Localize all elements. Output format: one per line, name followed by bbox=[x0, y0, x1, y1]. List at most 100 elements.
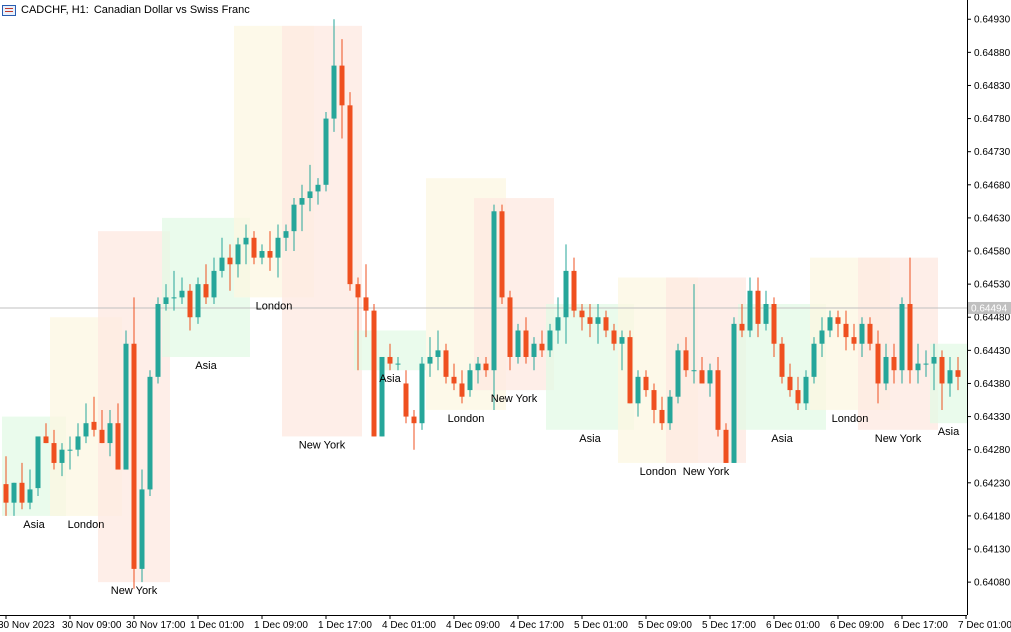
x-tick-label: 4 Dec 09:00 bbox=[446, 620, 500, 631]
candle-body bbox=[755, 290, 761, 324]
y-tick-label: 0.64780 bbox=[974, 114, 1011, 125]
session-boxes bbox=[2, 25, 967, 583]
candle-body bbox=[67, 449, 73, 451]
candle-body bbox=[523, 330, 529, 357]
candle-body bbox=[291, 204, 297, 232]
candle-body bbox=[411, 416, 417, 424]
candle-body bbox=[339, 65, 345, 106]
candle-body bbox=[475, 363, 481, 371]
y-tick-label: 0.64430 bbox=[974, 346, 1011, 357]
price-axis-background bbox=[967, 0, 1011, 632]
candle-body bbox=[83, 423, 89, 437]
candle-body bbox=[395, 363, 401, 365]
candle-body bbox=[51, 443, 57, 463]
candle-body bbox=[883, 356, 889, 384]
session-label: Asia bbox=[195, 360, 217, 372]
chart-description: Canadian Dollar vs Swiss Franc bbox=[93, 4, 250, 16]
candle-body bbox=[243, 237, 249, 245]
candle-body bbox=[123, 343, 129, 470]
x-tick-label: 4 Dec 01:00 bbox=[382, 620, 436, 631]
candle-body bbox=[483, 363, 489, 371]
candle-body bbox=[131, 343, 137, 569]
candle-body bbox=[923, 363, 929, 365]
y-tick-label: 0.64480 bbox=[974, 313, 1011, 324]
candle-body bbox=[347, 105, 353, 285]
candle-body bbox=[75, 436, 81, 450]
candle-body bbox=[259, 251, 265, 258]
candle-body bbox=[939, 356, 945, 384]
chart-symbol: CADCHF, H1: bbox=[21, 4, 89, 16]
candle-body bbox=[787, 376, 793, 391]
candle-body bbox=[803, 376, 809, 404]
candle-body bbox=[379, 356, 385, 437]
session-label: Asia bbox=[771, 433, 793, 445]
x-tick-label: 5 Dec 01:00 bbox=[574, 620, 628, 631]
current-price-label: 0.64494 bbox=[971, 303, 1008, 314]
candle-body bbox=[403, 383, 409, 417]
x-tick-label: 1 Dec 09:00 bbox=[254, 620, 308, 631]
chart-title: CADCHF, H1: Canadian Dollar vs Swiss Fra… bbox=[2, 2, 252, 18]
session-label: London bbox=[68, 519, 105, 531]
current-price-tag bbox=[968, 301, 1011, 314]
candle-body bbox=[763, 304, 769, 324]
session-label: New York bbox=[875, 433, 922, 445]
candle-body bbox=[171, 297, 177, 299]
x-tick-label: 5 Dec 17:00 bbox=[702, 620, 756, 631]
candle-body bbox=[691, 370, 697, 372]
y-tick-label: 0.64930 bbox=[974, 15, 1011, 26]
candle-body bbox=[499, 211, 505, 298]
candle-body bbox=[571, 270, 577, 311]
candle-body bbox=[899, 304, 905, 371]
candle-body bbox=[859, 323, 865, 344]
session-label: Asia bbox=[23, 519, 45, 531]
candle-body bbox=[35, 436, 41, 489]
candle-body bbox=[203, 284, 209, 298]
y-tick-label: 0.64880 bbox=[974, 48, 1011, 59]
candle-body bbox=[891, 356, 897, 371]
session-label: London bbox=[832, 413, 869, 425]
candle-body bbox=[531, 343, 537, 357]
candle-body bbox=[635, 376, 641, 404]
candle-body bbox=[683, 350, 689, 371]
candle-body bbox=[275, 237, 281, 258]
candle-body bbox=[795, 390, 801, 404]
candle-body bbox=[427, 356, 433, 364]
candle-body bbox=[155, 304, 161, 377]
candle-body bbox=[907, 304, 913, 371]
x-tick-label: 30 Nov 17:00 bbox=[126, 620, 186, 631]
candle-body bbox=[811, 343, 817, 377]
y-tick-label: 0.64180 bbox=[974, 511, 1011, 522]
candle-body bbox=[355, 284, 361, 298]
candle-body bbox=[507, 297, 513, 357]
candle-body bbox=[283, 231, 289, 238]
candle-body bbox=[299, 198, 305, 205]
candle-body bbox=[667, 396, 673, 424]
candle-body bbox=[235, 244, 241, 265]
candle-body bbox=[43, 436, 49, 444]
x-tick-label: 6 Dec 01:00 bbox=[766, 620, 820, 631]
y-tick-label: 0.64830 bbox=[974, 81, 1011, 92]
candle-body bbox=[723, 429, 729, 463]
candle-body bbox=[371, 310, 377, 437]
candle-body bbox=[91, 421, 97, 430]
candle-body bbox=[555, 317, 561, 331]
candle-body bbox=[699, 370, 705, 384]
candle-body bbox=[643, 376, 649, 391]
session-label: Asia bbox=[579, 433, 601, 445]
candle-body bbox=[675, 350, 681, 397]
candle-body bbox=[59, 449, 65, 463]
y-tick-label: 0.64230 bbox=[974, 478, 1011, 489]
session-box-newyork bbox=[474, 198, 554, 391]
time-axis-background bbox=[0, 615, 1011, 632]
session-label: New York bbox=[111, 585, 158, 597]
session-label: New York bbox=[491, 393, 538, 405]
session-label: New York bbox=[683, 466, 730, 478]
candle-body bbox=[219, 257, 225, 271]
session-label: London bbox=[256, 300, 293, 312]
candle-body bbox=[363, 297, 369, 311]
candle-body bbox=[827, 317, 833, 331]
session-label: London bbox=[640, 466, 677, 478]
candle-body bbox=[835, 317, 841, 324]
